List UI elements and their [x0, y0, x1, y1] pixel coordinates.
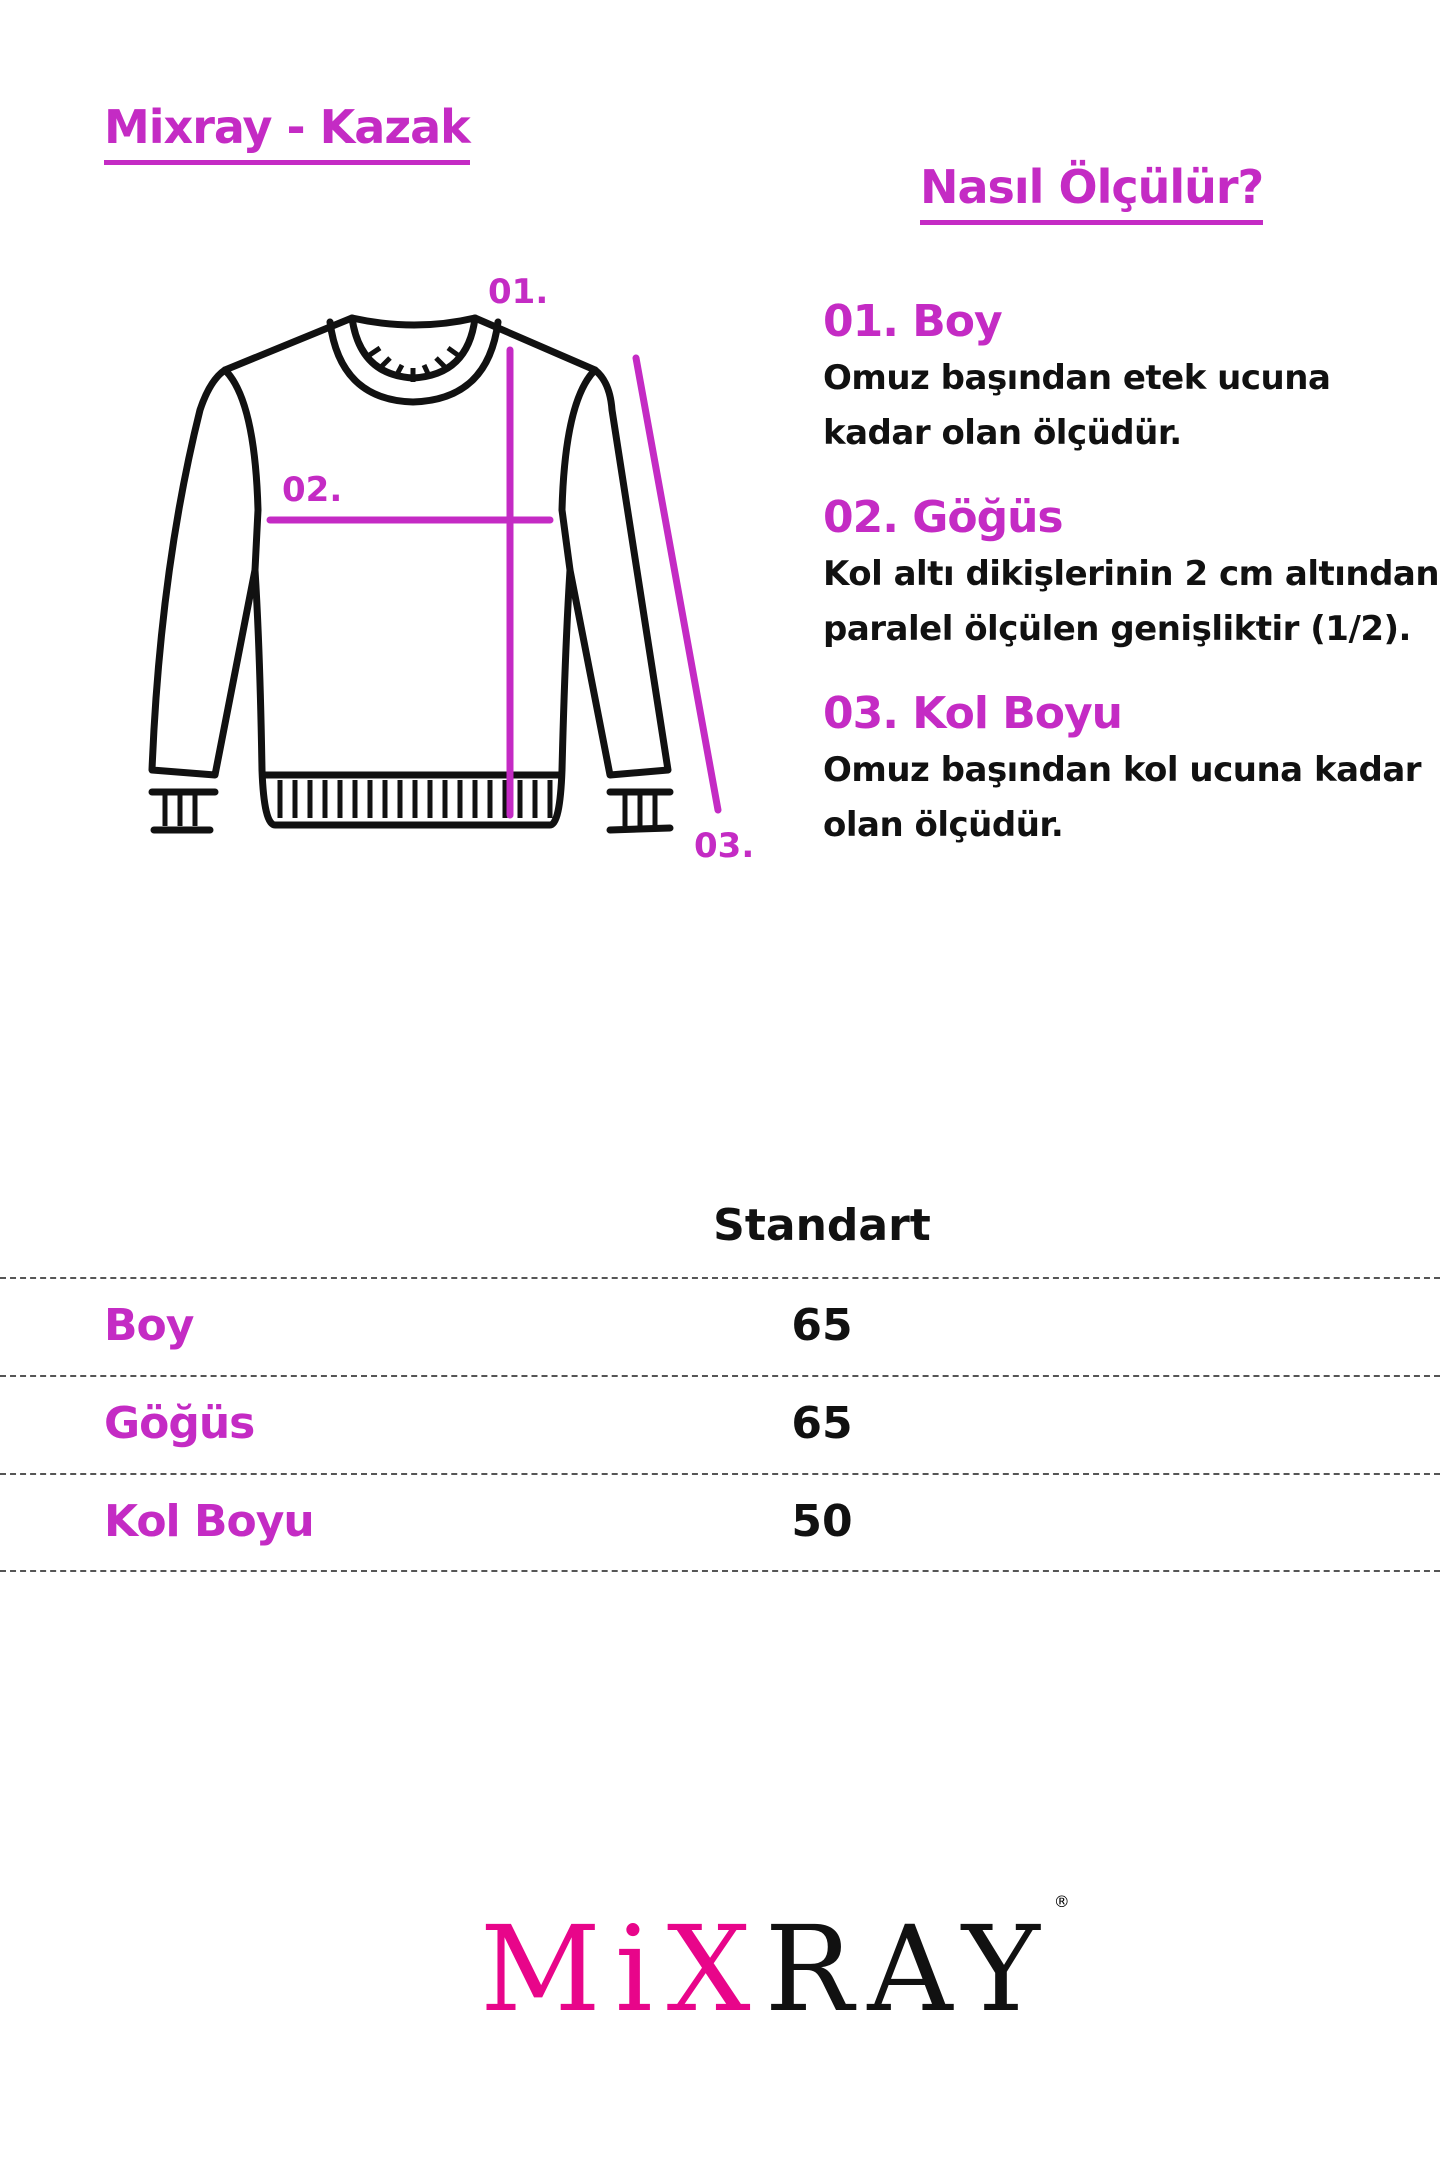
row-value: 65 — [791, 1300, 853, 1351]
row-value: 65 — [791, 1398, 853, 1449]
divider — [0, 1473, 1440, 1475]
logo-black-text: RAY — [764, 1900, 1054, 2038]
sweater-diagram — [148, 314, 722, 834]
row-value: 50 — [791, 1496, 853, 1547]
mixray-logo: MiXRAY® — [480, 1892, 1084, 2038]
instruction-text: olan ölçüdür. — [823, 805, 1064, 845]
instruction-text: kadar olan ölçüdür. — [823, 413, 1182, 453]
instruction-text: paralel ölçülen genişliktir (1/2). — [823, 609, 1411, 649]
instruction-boy: 01. Boy Omuz başından etek ucuna kadar o… — [823, 296, 1331, 461]
row-label: Kol Boyu — [104, 1496, 315, 1547]
instruction-kol-boyu: 03. Kol Boyu Omuz başından kol ucuna kad… — [823, 688, 1422, 853]
instruction-heading: 01. Boy — [823, 296, 1003, 347]
instruction-heading: 02. Göğüs — [823, 492, 1064, 543]
instruction-heading: 03. Kol Boyu — [823, 688, 1123, 739]
registered-mark: ® — [1053, 1892, 1084, 1911]
page-title: Mixray - Kazak — [104, 100, 471, 165]
instruction-text: Omuz başından kol ucuna kadar — [823, 750, 1422, 790]
divider — [0, 1277, 1440, 1279]
row-label: Boy — [104, 1300, 194, 1351]
size-column-header: Standart — [713, 1200, 931, 1251]
divider — [0, 1375, 1440, 1377]
label-01: 01. — [488, 272, 549, 312]
instruction-text: Omuz başından etek ucuna — [823, 358, 1331, 398]
label-02: 02. — [282, 470, 343, 510]
instruction-text: Kol altı dikişlerinin 2 cm altından — [823, 554, 1440, 594]
row-label: Göğüs — [104, 1398, 255, 1449]
instruction-gogus: 02. Göğüs Kol altı dikişlerinin 2 cm alt… — [823, 492, 1440, 657]
logo-pink-text: MiX — [480, 1900, 765, 2038]
how-to-measure-heading: Nasıl Ölçülür? — [920, 160, 1264, 225]
label-03: 03. — [694, 826, 755, 866]
divider — [0, 1570, 1440, 1572]
